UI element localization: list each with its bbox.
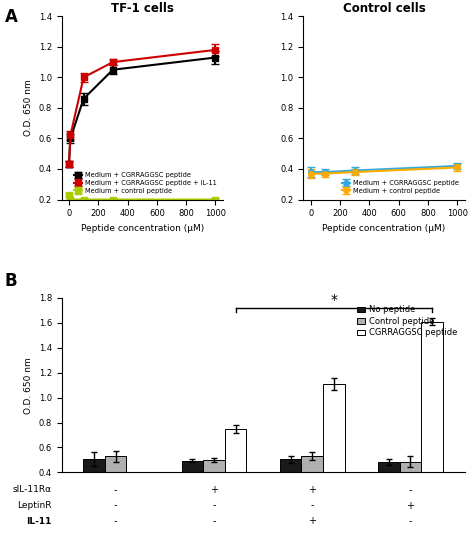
Text: +: + [407, 501, 414, 510]
Text: -: - [409, 516, 412, 526]
Y-axis label: O.D. 650 nm: O.D. 650 nm [24, 79, 33, 136]
Text: -: - [114, 501, 118, 510]
Y-axis label: O.D. 650 nm: O.D. 650 nm [24, 357, 33, 414]
Bar [225, 429, 246, 522]
Title: Control cells: Control cells [343, 2, 425, 15]
Bar [301, 456, 323, 522]
Bar [182, 460, 203, 522]
Legend: No peptide, Control peptide, CGRRAGGSC peptide: No peptide, Control peptide, CGRRAGGSC p… [354, 302, 460, 341]
Text: -: - [409, 485, 412, 495]
Text: B: B [5, 272, 18, 289]
Text: -: - [310, 501, 314, 510]
Bar [421, 321, 443, 522]
Bar [83, 459, 105, 522]
Legend: Medium + CGRRAGGSC peptide, Medium + CGRRAGGSC peptide + IL-11, Medium + control: Medium + CGRRAGGSC peptide, Medium + CGR… [72, 169, 219, 196]
Text: -: - [114, 485, 118, 495]
Bar [323, 384, 345, 522]
Text: -: - [212, 501, 216, 510]
Bar [105, 456, 127, 522]
X-axis label: Peptide concentration (μM): Peptide concentration (μM) [81, 224, 204, 233]
Text: A: A [5, 8, 18, 26]
Text: +: + [308, 485, 316, 495]
Text: +: + [210, 485, 218, 495]
Text: IL-11: IL-11 [26, 517, 52, 526]
Text: -: - [212, 516, 216, 526]
Bar [203, 460, 225, 522]
Text: +: + [308, 516, 316, 526]
Legend: Medium + CGRRAGGSC peptide, Medium + control peptide: Medium + CGRRAGGSC peptide, Medium + con… [339, 177, 461, 196]
Title: TF-1 cells: TF-1 cells [111, 2, 173, 15]
Text: *: * [330, 293, 337, 307]
Text: LeptinR: LeptinR [17, 501, 52, 510]
Bar [400, 462, 421, 522]
Text: sIL-11Rα: sIL-11Rα [12, 485, 52, 494]
Bar [280, 459, 301, 522]
Text: -: - [114, 516, 118, 526]
Bar [378, 462, 400, 522]
X-axis label: Peptide concentration (μM): Peptide concentration (μM) [322, 224, 446, 233]
